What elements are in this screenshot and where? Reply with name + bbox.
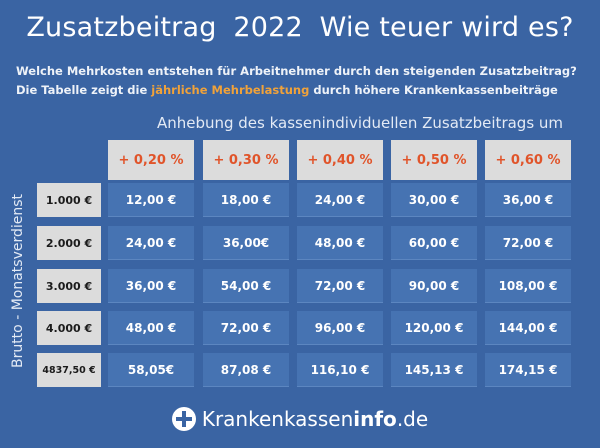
table-cell: 12,00 €	[108, 183, 194, 217]
table-cell: 116,10 €	[297, 353, 383, 387]
row-label: 4.000 €	[37, 311, 101, 345]
table-cell: 48,00 €	[297, 226, 383, 260]
logo-part3: .de	[396, 407, 429, 431]
table-cell: 18,00 €	[203, 183, 289, 217]
table-cell: 90,00 €	[391, 269, 477, 303]
table-cell: 36,00 €	[485, 183, 571, 217]
table-cell: 58,05€	[108, 353, 194, 387]
header-cell: + 0,30 %	[203, 140, 289, 180]
table-cell: 108,00 €	[485, 269, 571, 303]
row-caption-wrap: Brutto - Monatsverdienst	[6, 178, 30, 384]
title-part1: Zusatzbeitrag	[26, 12, 217, 43]
table-cell: 72,00 €	[203, 311, 289, 345]
table-cell: 60,00 €	[391, 226, 477, 260]
subtitle-line2-post: durch höhere Krankenkassenbeiträge	[309, 83, 558, 97]
row-label: 2.000 €	[37, 226, 101, 260]
brand-logo[interactable]: Krankenkassen info .de	[0, 402, 600, 436]
table-cell: 145,13 €	[391, 353, 477, 387]
table-cell: 36,00€	[203, 226, 289, 260]
table-cell: 36,00 €	[108, 269, 194, 303]
subtitle-highlight: jährliche Mehrbelastung	[151, 83, 310, 97]
table-cell: 30,00 €	[391, 183, 477, 217]
table-cell: 87,08 €	[203, 353, 289, 387]
header-cell: + 0,20 %	[108, 140, 194, 180]
row-label: 1.000 €	[37, 183, 101, 217]
subtitle-line1: Welche Mehrkosten entstehen für Arbeitne…	[16, 64, 577, 78]
table-cell: 120,00 €	[391, 311, 477, 345]
table-cell: 24,00 €	[297, 183, 383, 217]
logo-part2: info	[353, 407, 397, 431]
table-cell: 48,00 €	[108, 311, 194, 345]
header-cell: + 0,40 %	[297, 140, 383, 180]
table-cell: 144,00 €	[485, 311, 571, 345]
column-caption: Anhebung des kassenindividuellen Zusatzb…	[156, 114, 564, 132]
subtitle: Welche Mehrkosten entstehen für Arbeitne…	[16, 62, 586, 100]
logo-part1: Krankenkassen	[201, 407, 354, 431]
row-label: 3.000 €	[37, 269, 101, 303]
table-cell: 174,15 €	[485, 353, 571, 387]
header-cell: + 0,60 %	[485, 140, 571, 180]
title-part2: Wie teuer wird es?	[319, 12, 574, 43]
table-cell: 54,00 €	[203, 269, 289, 303]
table-cell: 72,00 €	[485, 226, 571, 260]
table-cell: 72,00 €	[297, 269, 383, 303]
page-title: Zusatzbeitrag 2022 Wie teuer wird es?	[0, 12, 600, 43]
row-label: 4837,50 €	[37, 353, 101, 387]
table-cell: 96,00 €	[297, 311, 383, 345]
table-cell: 24,00 €	[108, 226, 194, 260]
cross-icon	[171, 407, 196, 431]
header-cell: + 0,50 %	[391, 140, 477, 180]
subtitle-line2: Die Tabelle zeigt die jährliche Mehrbela…	[16, 81, 586, 100]
subtitle-line2-pre: Die Tabelle zeigt die	[16, 83, 152, 97]
row-caption: Brutto - Monatsverdienst	[10, 193, 26, 369]
title-year: 2022	[233, 12, 303, 43]
